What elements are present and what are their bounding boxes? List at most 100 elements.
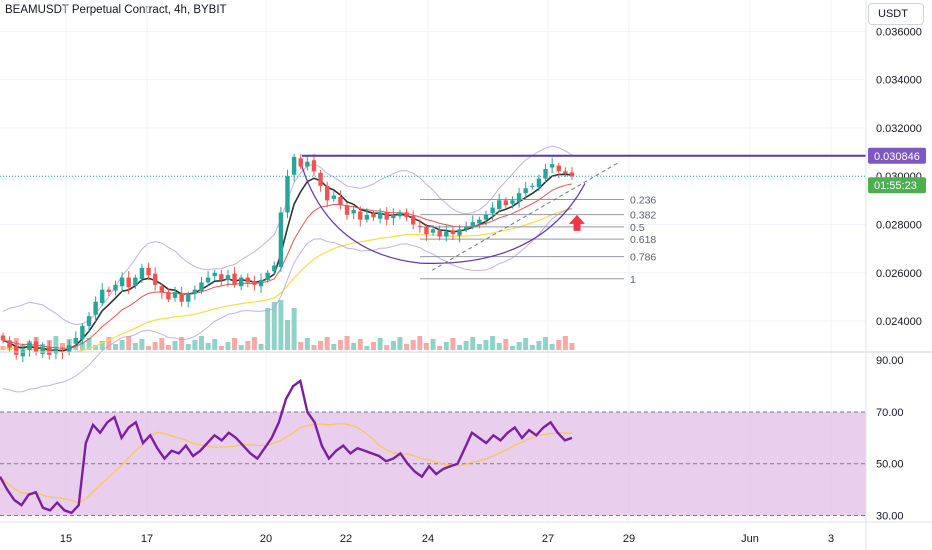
volume-bar	[285, 320, 290, 350]
volume-bar	[509, 346, 515, 350]
candle-body	[139, 267, 145, 280]
candle-body	[252, 280, 257, 285]
candle-body	[536, 178, 542, 188]
candle-body	[93, 301, 98, 315]
candle-body	[212, 272, 217, 277]
candle-body	[272, 265, 277, 272]
price-tick-label: 0.036000	[876, 26, 922, 38]
candle-body	[318, 172, 323, 186]
candle-body	[305, 161, 310, 167]
volume-bar	[79, 342, 85, 350]
volume-bar	[53, 336, 59, 350]
volume-bar	[146, 346, 152, 350]
currency-button[interactable]: USDT	[868, 3, 924, 25]
volume-bar	[543, 337, 549, 350]
volume-bar	[205, 343, 211, 350]
volume-bar	[291, 308, 297, 350]
volume-bar	[410, 340, 416, 350]
up-arrow-icon	[569, 214, 585, 231]
candle-body	[73, 337, 78, 344]
volume-bar	[503, 339, 509, 350]
candle-body	[80, 325, 85, 340]
volume-bar	[364, 346, 370, 350]
candles	[0, 153, 575, 363]
volume-bar	[516, 342, 522, 350]
candle-body	[311, 160, 317, 172]
countdown-tag: 01:55:23	[874, 180, 917, 192]
candle-body	[510, 200, 515, 204]
volume-bar	[490, 336, 496, 350]
volume-bar	[483, 340, 489, 350]
volume-bar	[298, 342, 304, 350]
volume-bar	[476, 344, 482, 350]
volume-bar	[159, 338, 165, 350]
candle-body	[404, 212, 409, 218]
candle-body	[543, 168, 548, 179]
resistance-price-tag-bg	[868, 147, 926, 164]
volume-bar	[304, 338, 310, 350]
fib-level-label: 0.786	[630, 252, 656, 264]
candle-body	[219, 274, 224, 280]
volume-bar	[318, 341, 324, 350]
volume-bar	[324, 337, 330, 350]
volume-bar	[417, 336, 423, 350]
volume-bar	[351, 343, 357, 350]
candle-body	[497, 200, 502, 210]
x-tick-label: 27	[542, 533, 554, 545]
candle-body	[86, 316, 92, 326]
x-tick-label: 29	[623, 533, 635, 545]
volume-bar	[258, 344, 264, 350]
volume-bar	[523, 338, 529, 350]
volume-bar	[119, 340, 125, 350]
volume-bar	[139, 339, 145, 350]
candle-body	[569, 172, 575, 177]
candle-body	[159, 286, 164, 293]
resistance-price-tag: 0.030846	[874, 151, 920, 163]
volume-bars	[0, 300, 575, 350]
candle-body	[238, 277, 244, 287]
candle-body	[113, 284, 118, 291]
fib-level-label: 0.236	[630, 194, 656, 206]
volume-bar	[93, 345, 99, 350]
volume-bar	[172, 341, 178, 350]
candle-body	[477, 219, 482, 224]
candle-body	[463, 226, 469, 230]
volume-bar	[404, 344, 410, 350]
rsi-tick-label: 50.00	[876, 459, 904, 471]
candle-body	[371, 213, 376, 218]
candle-body	[444, 231, 449, 237]
volume-bar	[106, 337, 112, 350]
candle-body	[563, 171, 568, 174]
volume-bar	[562, 336, 568, 350]
volume-bar	[198, 336, 204, 350]
fib-level-label: 0.5	[630, 222, 645, 234]
volume-bar	[371, 342, 377, 350]
candle-body	[192, 289, 198, 294]
volume-bar	[225, 342, 231, 350]
volume-bar	[384, 345, 390, 350]
volume-bar	[437, 346, 443, 350]
volume-bar	[245, 341, 251, 350]
candle-body	[351, 210, 356, 214]
x-tick-label: 24	[422, 533, 434, 545]
rsi-tick-label: 70.00	[876, 407, 904, 419]
candle-body	[33, 341, 39, 353]
volume-bar	[152, 342, 158, 350]
volume-bar	[238, 345, 244, 350]
rsi-band	[0, 411, 866, 517]
rsi-lines	[0, 378, 573, 515]
candle-body	[27, 342, 32, 350]
volume-bar	[423, 343, 429, 350]
candle-body	[344, 205, 350, 215]
drawings	[0, 154, 866, 271]
volume-bar	[569, 343, 575, 350]
bollinger-lower-line	[2, 208, 573, 393]
candle-body	[126, 277, 131, 288]
candle-body	[430, 229, 436, 233]
candle-body	[166, 292, 171, 300]
candle-body	[265, 272, 270, 280]
price-tick-label: 0.032000	[876, 123, 922, 135]
candle-body	[483, 214, 489, 220]
countdown-tag-bg	[868, 177, 926, 194]
